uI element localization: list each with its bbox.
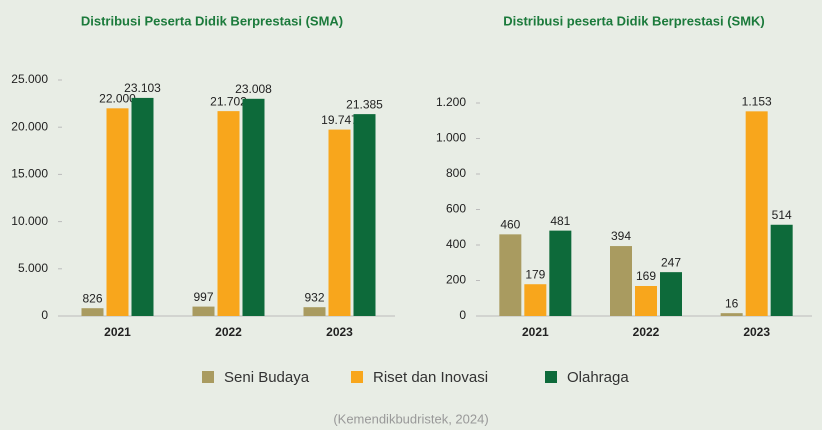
bar (770, 224, 793, 316)
data-label: 514 (772, 208, 792, 222)
data-label: 22.000 (99, 91, 136, 105)
y-tick-label: 15.000 (11, 167, 48, 181)
bar (303, 307, 326, 316)
data-label: 826 (82, 291, 102, 305)
y-tick-label: 800 (446, 166, 466, 180)
y-tick-label: 1.200 (436, 95, 466, 109)
y-tick-label: 25.000 (11, 72, 48, 86)
legend-swatch (202, 371, 214, 383)
data-label: 932 (304, 290, 324, 304)
bar (106, 108, 129, 316)
y-tick-label: 0 (41, 308, 48, 322)
bar (499, 234, 522, 316)
data-label: 23.103 (124, 81, 161, 95)
y-tick-label: 400 (446, 237, 466, 251)
y-tick-label: 600 (446, 202, 466, 216)
bar (660, 272, 682, 316)
bar (328, 129, 351, 316)
y-tick-label: 200 (446, 273, 466, 287)
bar (81, 308, 104, 316)
bar (524, 284, 547, 316)
data-label: 23.008 (235, 82, 272, 96)
x-tick-label: 2022 (633, 325, 660, 339)
bar (745, 111, 768, 316)
data-label: 16 (725, 296, 739, 310)
x-tick-label: 2022 (215, 325, 242, 339)
data-label: 460 (500, 218, 520, 232)
y-tick-label: 1.000 (436, 131, 466, 145)
bar (549, 230, 572, 316)
bar (610, 246, 632, 316)
legend-swatch (545, 371, 557, 383)
y-tick-label: 10.000 (11, 214, 48, 228)
bar (131, 97, 154, 316)
data-label: 21.702 (210, 94, 247, 108)
bar (242, 98, 265, 317)
data-label: 169 (636, 269, 656, 283)
data-label: 997 (193, 290, 213, 304)
legend-label: Riset dan Inovasi (373, 369, 488, 386)
x-tick-label: 2023 (743, 325, 770, 339)
bar (192, 306, 215, 316)
source: (Kemendikbudristek, 2024) (333, 411, 488, 426)
y-tick-label: 20.000 (11, 119, 48, 133)
data-label: 179 (525, 267, 545, 281)
data-label: 247 (661, 255, 681, 269)
legend-swatch (351, 371, 363, 383)
x-tick-label: 2023 (326, 325, 353, 339)
data-label: 394 (611, 229, 631, 243)
data-label: 481 (550, 214, 570, 228)
x-tick-label: 2021 (104, 325, 131, 339)
y-tick-label: 5.000 (18, 261, 48, 275)
chart-title: Distribusi peserta Didik Berprestasi (SM… (503, 13, 765, 28)
data-label: 1.153 (742, 95, 772, 109)
legend-label: Olahraga (567, 369, 629, 386)
data-label: 21.385 (346, 97, 383, 111)
data-label: 19.747 (321, 113, 358, 127)
bar (720, 313, 743, 316)
bar (217, 111, 240, 316)
bar (635, 286, 657, 316)
legend-label: Seni Budaya (224, 369, 310, 386)
y-tick-label: 0 (459, 308, 466, 322)
chart-title: Distribusi Peserta Didik Berprestasi (SM… (81, 13, 343, 28)
x-tick-label: 2021 (522, 325, 549, 339)
bar (353, 114, 376, 316)
